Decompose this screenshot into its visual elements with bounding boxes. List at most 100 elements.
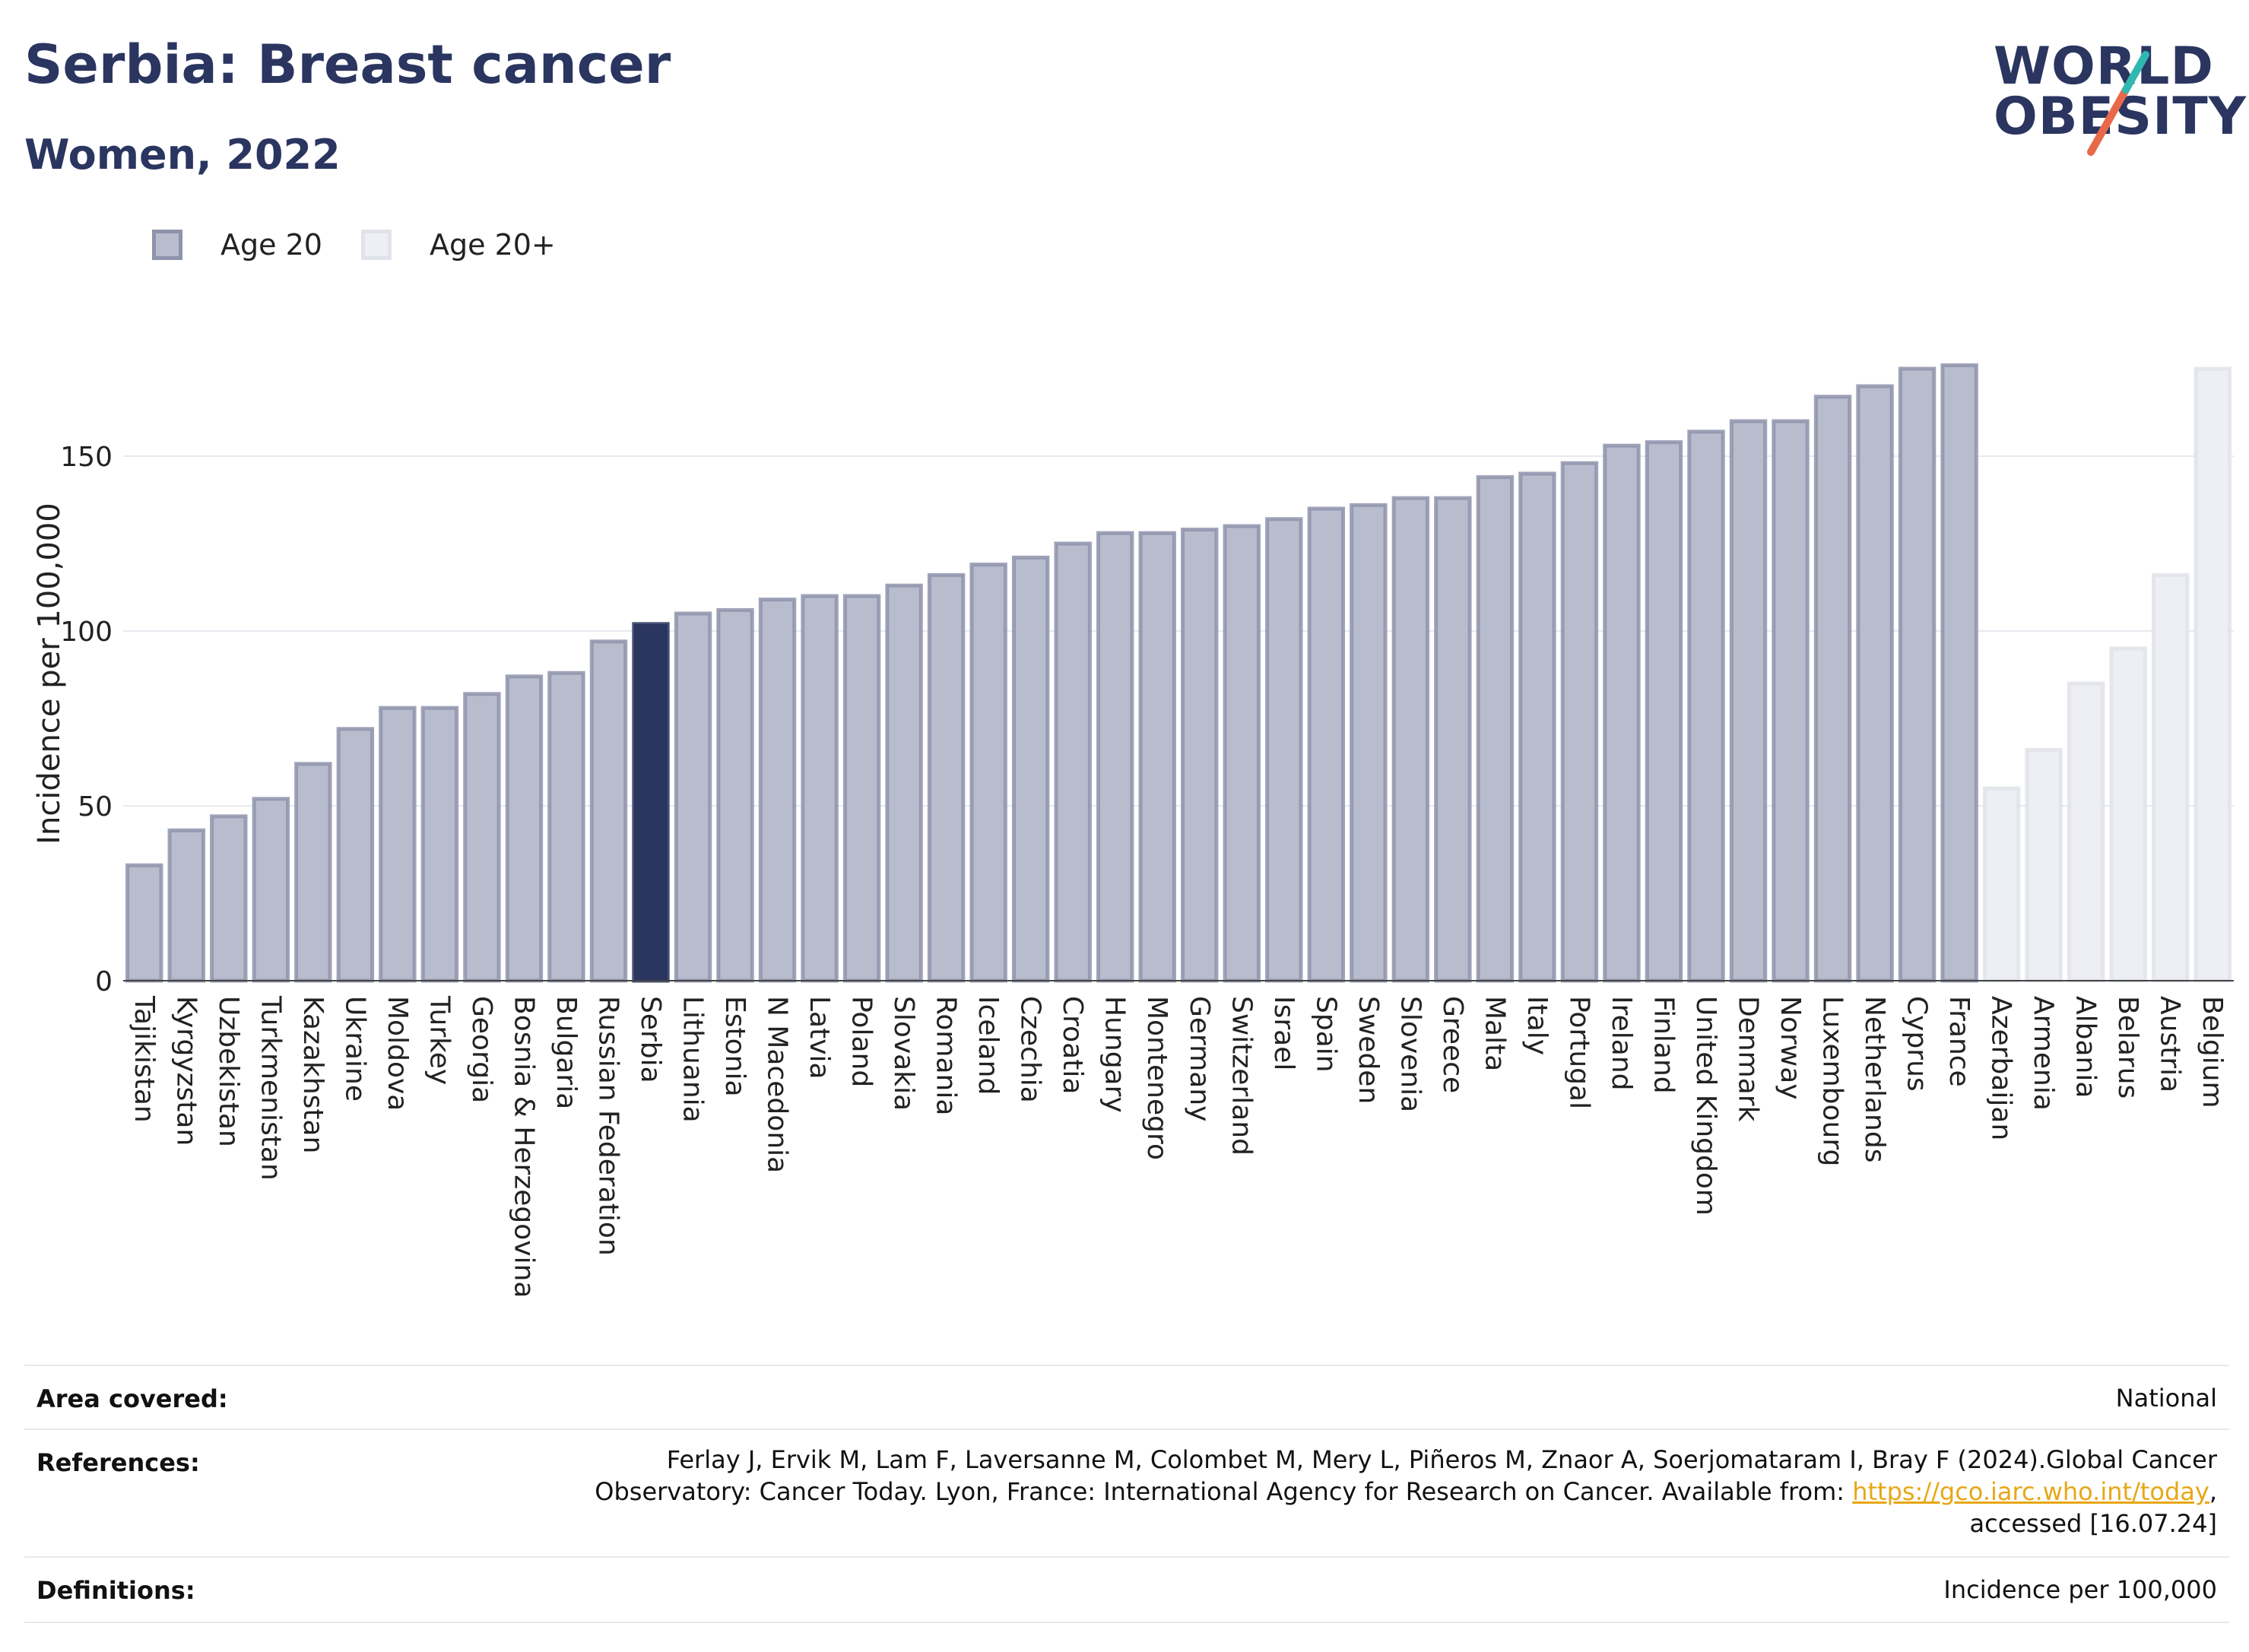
bar-czechia [1011,555,1050,983]
bar-netherlands [1856,384,1894,983]
references-line-3: accessed [16.07.24] [1969,1509,2217,1538]
bar-israel [1265,517,1303,983]
x-tick-label-uzbekistan: Uzbekistan [213,996,244,1147]
bar-hungary [1096,531,1134,983]
y-tick-label-150: 150 [60,442,113,473]
references-link[interactable]: https://gco.iarc.who.int/today [1852,1477,2209,1506]
references-label: References: [36,1448,200,1477]
legend-swatch-age-20-plus [361,230,392,260]
x-tick-label-moldova: Moldova [382,996,413,1111]
x-tick-label-denmark: Denmark [1733,996,1764,1122]
x-tick-label-cyprus: Cyprus [1902,996,1933,1092]
bar-united-kingdom [1687,430,1725,983]
x-tick-label-albania: Albania [2070,996,2101,1098]
bar-bulgaria [547,671,585,983]
bar-ireland [1603,443,1641,983]
x-tick-label-finland: Finland [1648,996,1679,1094]
x-tick-label-serbia: Serbia [635,996,666,1083]
bar-armenia [2025,747,2063,983]
x-tick-label-romania: Romania [931,996,962,1115]
bar-malta [1476,475,1515,983]
bar-bosnia-herzegovina [505,674,544,983]
bar-germany [1181,528,1219,983]
x-tick-label-russian-federation: Russian Federation [592,996,623,1256]
y-tick-label-50: 50 [78,791,113,823]
x-tick-label-switzerland: Switzerland [1226,996,1257,1156]
x-tick-label-sweden: Sweden [1353,996,1384,1104]
x-tick-label-luxembourg: Luxembourg [1817,996,1848,1166]
bar-serbia [632,622,670,983]
x-tick-label-turkey: Turkey [423,995,455,1085]
x-tick-label-kyrgyzstan: Kyrgyzstan [170,996,201,1146]
x-tick-label-austria: Austria [2155,996,2186,1092]
bar-lithuania [674,611,712,983]
bar-estonia [716,607,754,983]
x-tick-label-latvia: Latvia [804,996,835,1080]
bar-luxembourg [1813,395,1852,983]
x-tick-label-united-kingdom: United Kingdom [1690,996,1721,1216]
bar-portugal [1560,461,1599,983]
x-tick-label-slovakia: Slovakia [888,996,919,1111]
bar-turkey [420,706,459,983]
bar-latvia [801,594,839,983]
bar-slovenia [1391,496,1430,983]
definitions-value: Incidence per 100,000 [1943,1575,2217,1604]
references-line-2-end: , [2209,1477,2217,1506]
x-tick-label-greece: Greece [1437,996,1468,1093]
bar-moldova [379,706,417,983]
x-tick-label-montenegro: Montenegro [1141,996,1172,1160]
x-tick-label-germany: Germany [1184,996,1215,1121]
info-row-definitions: Definitions: Incidence per 100,000 [24,1556,2229,1623]
bar-finland [1645,440,1683,983]
bar-france [1940,363,1978,983]
bar-chart: 0 50 100 150 Incidence per 100,000 Tajikistan… [32,363,2234,1298]
x-tick-label-lithuania: Lithuania [677,996,709,1123]
x-tick-label-ukraine: Ukraine [339,996,370,1102]
references-line-2: Observatory: Cancer Today. Lyon, France:… [595,1476,2217,1508]
bar-croatia [1054,541,1092,983]
bar-uzbekistan [210,814,248,983]
bar-austria [2152,572,2190,983]
bar-romania [927,572,966,983]
bar-tajikistan [125,863,163,983]
x-tick-label-ireland: Ireland [1606,996,1637,1091]
x-tick-label-israel: Israel [1268,996,1299,1070]
bar-ukraine [336,727,375,983]
legend-label-age-20: Age 20 [220,228,322,262]
x-tick-label-tajikistan: Tajikistan [128,995,160,1123]
x-tick-label-croatia: Croatia [1057,996,1088,1094]
definitions-label: Definitions: [36,1576,195,1605]
bar-cyprus [1898,366,1937,983]
logo-slash-icon [2087,51,2149,156]
x-tick-label-portugal: Portugal [1563,996,1594,1109]
x-tick-label-belarus: Belarus [2112,996,2143,1099]
x-tick-label-turkmenistan: Turkmenistan [255,995,286,1181]
x-tick-label-bulgaria: Bulgaria [550,996,582,1109]
x-tick-label-armenia: Armenia [2028,996,2059,1111]
references-value: Ferlay J, Ervik M, Lam F, Laversanne M, … [595,1444,2217,1539]
bar-azerbaijan [1982,786,2021,983]
bar-iceland [969,563,1007,983]
bar-greece [1434,496,1472,983]
legend-swatch-age-20 [152,230,182,260]
bar-albania [2067,681,2105,983]
references-line-1: Ferlay J, Ervik M, Lam F, Laversanne M, … [666,1445,2217,1474]
x-tick-label-georgia: Georgia [466,996,497,1103]
legend-label-age-20-plus: Age 20+ [430,228,556,262]
y-axis-label: Incidence per 100,000 [32,503,67,845]
x-tick-label-slovenia: Slovenia [1394,996,1426,1112]
x-tick-label-hungary: Hungary [1099,996,1131,1113]
x-tick-label-norway: Norway [1775,996,1806,1100]
x-tick-label-france: France [1943,996,1975,1087]
page-subtitle: Women, 2022 [24,131,341,179]
x-tick-label-azerbaijan: Azerbaijan [1986,996,2017,1140]
world-obesity-logo: WORLD OBESITY [1977,30,2246,163]
bar-spain [1307,506,1346,983]
x-tick-label-estonia: Estonia [719,996,750,1097]
x-tick-label-czechia: Czechia [1015,996,1046,1103]
bar-belgium [2193,366,2232,983]
info-row-area: Area covered: National [24,1365,2229,1430]
bar-montenegro [1138,531,1176,983]
x-tick-label-kazakhstan: Kazakhstan [297,996,328,1153]
x-tick-label-bosnia-herzegovina: Bosnia & Herzegovina [508,996,539,1298]
